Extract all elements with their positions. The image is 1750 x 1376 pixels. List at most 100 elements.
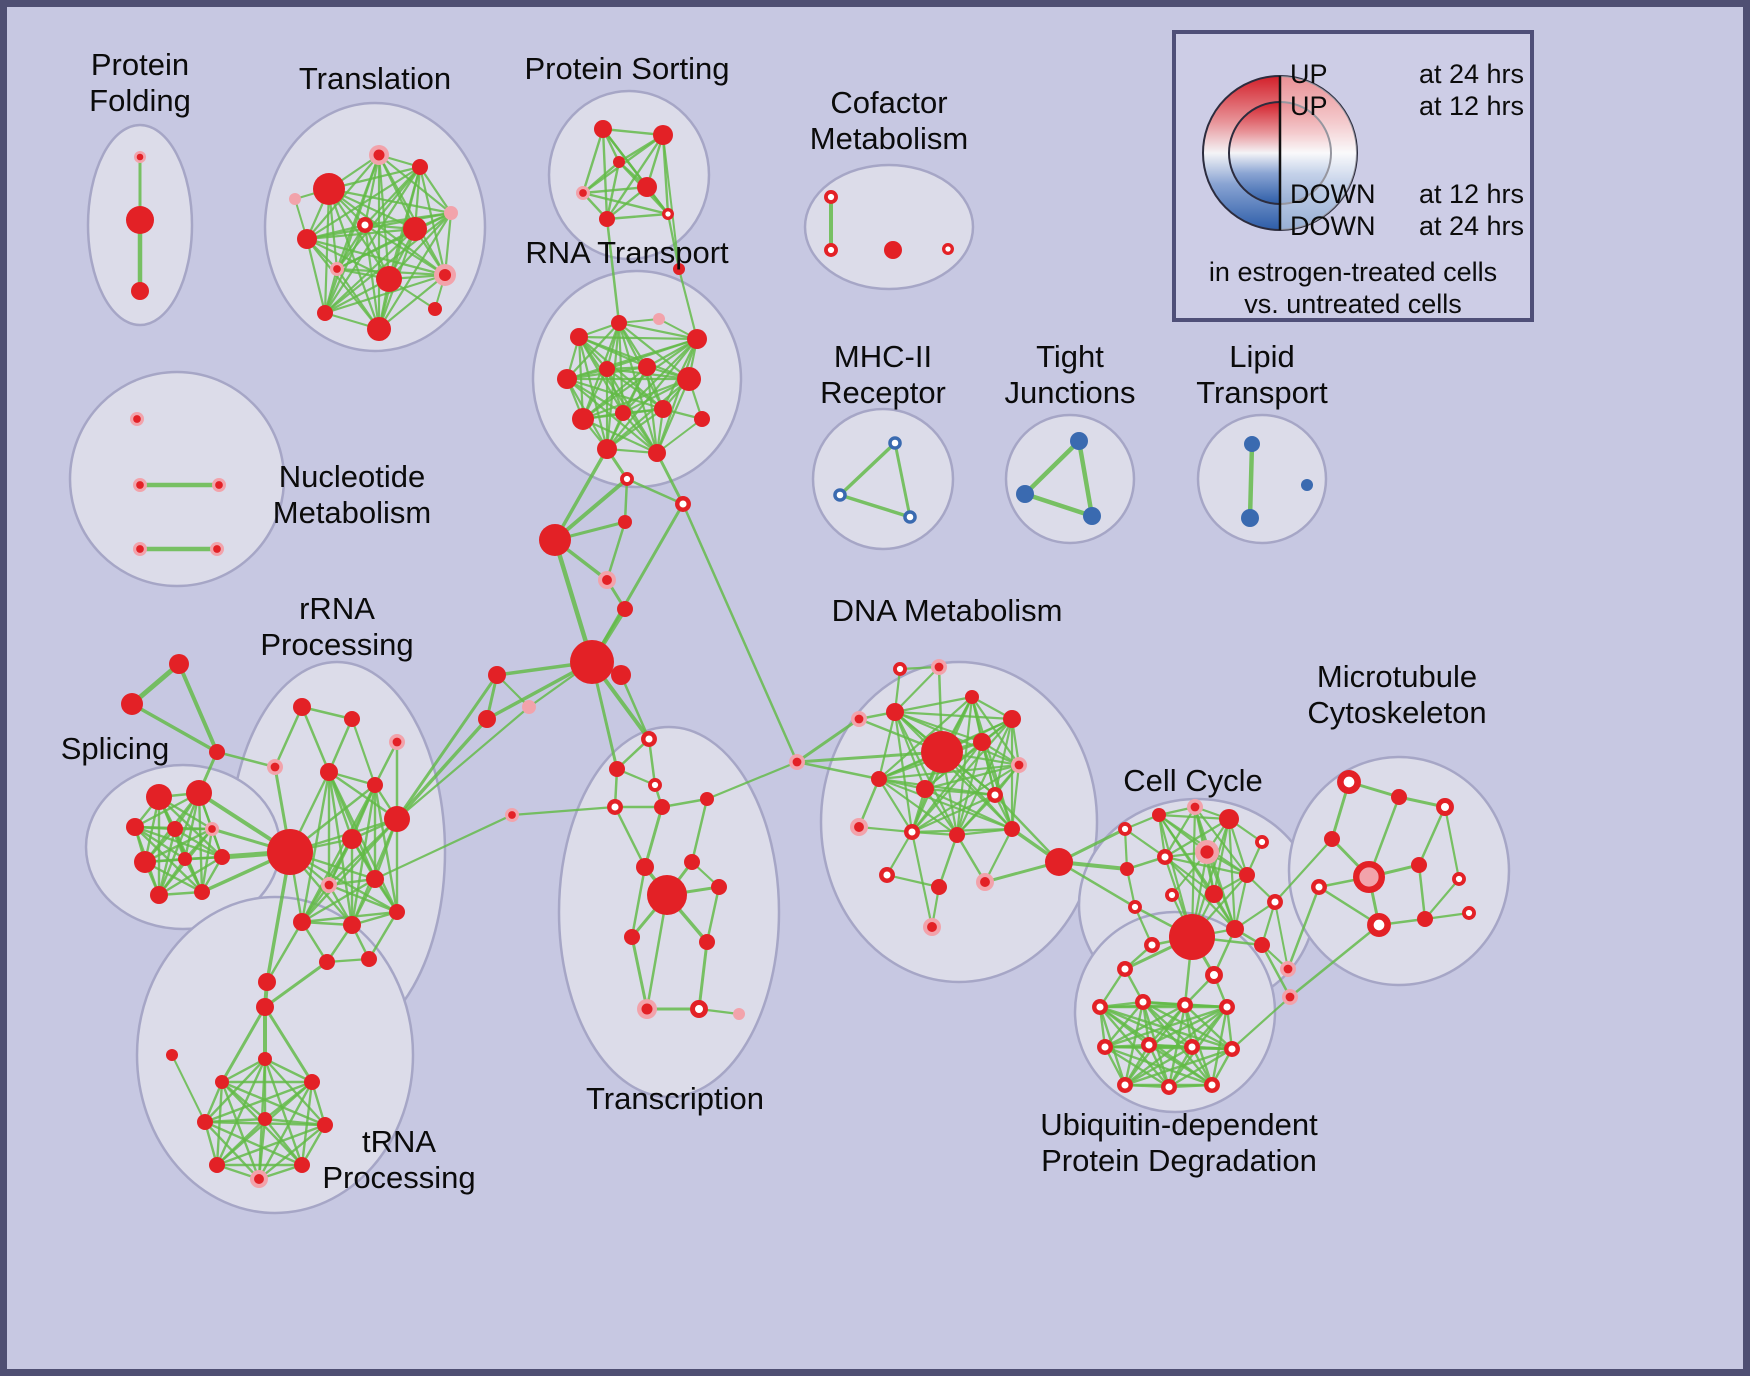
node-cc9 bbox=[1239, 867, 1255, 883]
node-ch13 bbox=[789, 754, 805, 770]
node-rt7 bbox=[638, 358, 656, 376]
node-rr8 bbox=[342, 829, 362, 849]
edge bbox=[157, 827, 177, 897]
edge bbox=[335, 223, 367, 271]
edge bbox=[955, 717, 1014, 837]
node-dm21 bbox=[1045, 848, 1073, 876]
node-tr1 bbox=[313, 173, 345, 205]
edge bbox=[1103, 1005, 1229, 1049]
legend-direction: DOWN bbox=[1290, 211, 1376, 241]
node-dm18 bbox=[931, 879, 947, 895]
edge bbox=[263, 1057, 314, 1084]
node-rt10 bbox=[615, 405, 631, 421]
edge bbox=[619, 673, 651, 741]
cluster-label-protein-sorting: Protein Sorting bbox=[524, 51, 729, 86]
node-sp5 bbox=[205, 822, 219, 836]
node-dm3 bbox=[851, 711, 867, 727]
node-ps3 bbox=[576, 186, 590, 200]
cluster-label-rna-transport: RNA Transport bbox=[525, 235, 729, 270]
node-ct1 bbox=[673, 263, 685, 275]
edge bbox=[1076, 438, 1095, 519]
node-rr6 bbox=[367, 777, 383, 793]
edge bbox=[581, 417, 659, 455]
node-tr12 bbox=[367, 317, 391, 341]
edge bbox=[893, 695, 974, 714]
edge bbox=[157, 855, 224, 897]
node-dm7 bbox=[921, 731, 963, 773]
edge bbox=[1443, 805, 1461, 881]
node-cc11 bbox=[1165, 888, 1179, 902]
node-mh3 bbox=[903, 510, 917, 524]
cluster-blob-trna-processing bbox=[135, 895, 415, 1215]
edge bbox=[395, 717, 489, 821]
node-rt6 bbox=[599, 361, 615, 377]
edge bbox=[203, 1080, 314, 1124]
node-tc11 bbox=[624, 929, 640, 945]
node-rt2 bbox=[611, 315, 627, 331]
edge bbox=[605, 160, 621, 221]
node-ps5 bbox=[599, 211, 615, 227]
node-pf3 bbox=[131, 282, 149, 300]
cluster-label-ubiquitin: Ubiquitin-dependent Protein Degradation bbox=[1040, 1107, 1318, 1178]
legend-time: at 24 hrs bbox=[1418, 211, 1524, 241]
edge bbox=[838, 441, 897, 497]
edge bbox=[1417, 805, 1447, 867]
node-rr16 bbox=[361, 951, 377, 967]
edge bbox=[323, 273, 447, 315]
cluster-label-mhc-ii-receptor: MHC-II Receptor bbox=[820, 339, 946, 410]
node-ch3 bbox=[539, 524, 571, 556]
node-tr4 bbox=[297, 229, 317, 249]
node-lt1 bbox=[1244, 436, 1260, 452]
legend-caption: in estrogen-treated cells vs. untreated … bbox=[1176, 256, 1530, 320]
node-nm2 bbox=[133, 478, 147, 492]
edge bbox=[220, 1080, 327, 1127]
node-tr7 bbox=[444, 206, 458, 220]
edge bbox=[955, 793, 997, 837]
node-tr5 bbox=[357, 217, 373, 233]
node-dm12 bbox=[987, 787, 1003, 803]
cluster-label-tight-junctions: Tight Junctions bbox=[1005, 339, 1136, 410]
node-cc5 bbox=[1255, 835, 1269, 849]
edge bbox=[605, 337, 699, 371]
node-ch1 bbox=[620, 472, 634, 486]
cluster-label-lipid-transport: Lipid Transport bbox=[1196, 339, 1328, 410]
edge bbox=[655, 377, 691, 455]
edge bbox=[1247, 441, 1255, 521]
edge bbox=[300, 783, 377, 924]
edge bbox=[1123, 1047, 1234, 1087]
node-ps6 bbox=[662, 208, 674, 220]
edge bbox=[327, 770, 399, 914]
labels-layer: Protein Folding Translation Protein Sorting… bbox=[61, 47, 1487, 1195]
edge bbox=[1274, 901, 1289, 970]
node-tg1 bbox=[169, 654, 189, 674]
node-ub5 bbox=[1135, 994, 1151, 1010]
edge bbox=[377, 153, 391, 281]
edge bbox=[1260, 943, 1292, 999]
edge bbox=[893, 710, 914, 834]
node-dm11 bbox=[916, 780, 934, 798]
legend-caption-line2: vs. untreated cells bbox=[1244, 289, 1462, 319]
edge bbox=[157, 795, 224, 859]
edge bbox=[877, 763, 1021, 781]
node-nm3 bbox=[212, 478, 226, 492]
cluster-label-translation: Translation bbox=[299, 61, 451, 96]
edge bbox=[387, 211, 453, 281]
node-rt9 bbox=[572, 408, 594, 430]
edge bbox=[1010, 763, 1021, 831]
node-mc5 bbox=[1311, 879, 1327, 895]
node-cc12 bbox=[1205, 885, 1223, 903]
edge bbox=[215, 1080, 224, 1167]
edge bbox=[705, 885, 721, 944]
node-tj1 bbox=[1070, 432, 1088, 450]
node-cm2 bbox=[824, 243, 838, 257]
edge bbox=[795, 760, 881, 781]
node-tc15 bbox=[733, 1008, 745, 1020]
edge bbox=[177, 662, 219, 754]
node-tr13 bbox=[289, 193, 301, 205]
edge bbox=[1123, 1045, 1194, 1087]
node-nm5 bbox=[210, 542, 224, 556]
node-dm4 bbox=[886, 703, 904, 721]
edge bbox=[910, 793, 997, 834]
edge bbox=[1227, 817, 1237, 931]
edge bbox=[581, 377, 691, 421]
